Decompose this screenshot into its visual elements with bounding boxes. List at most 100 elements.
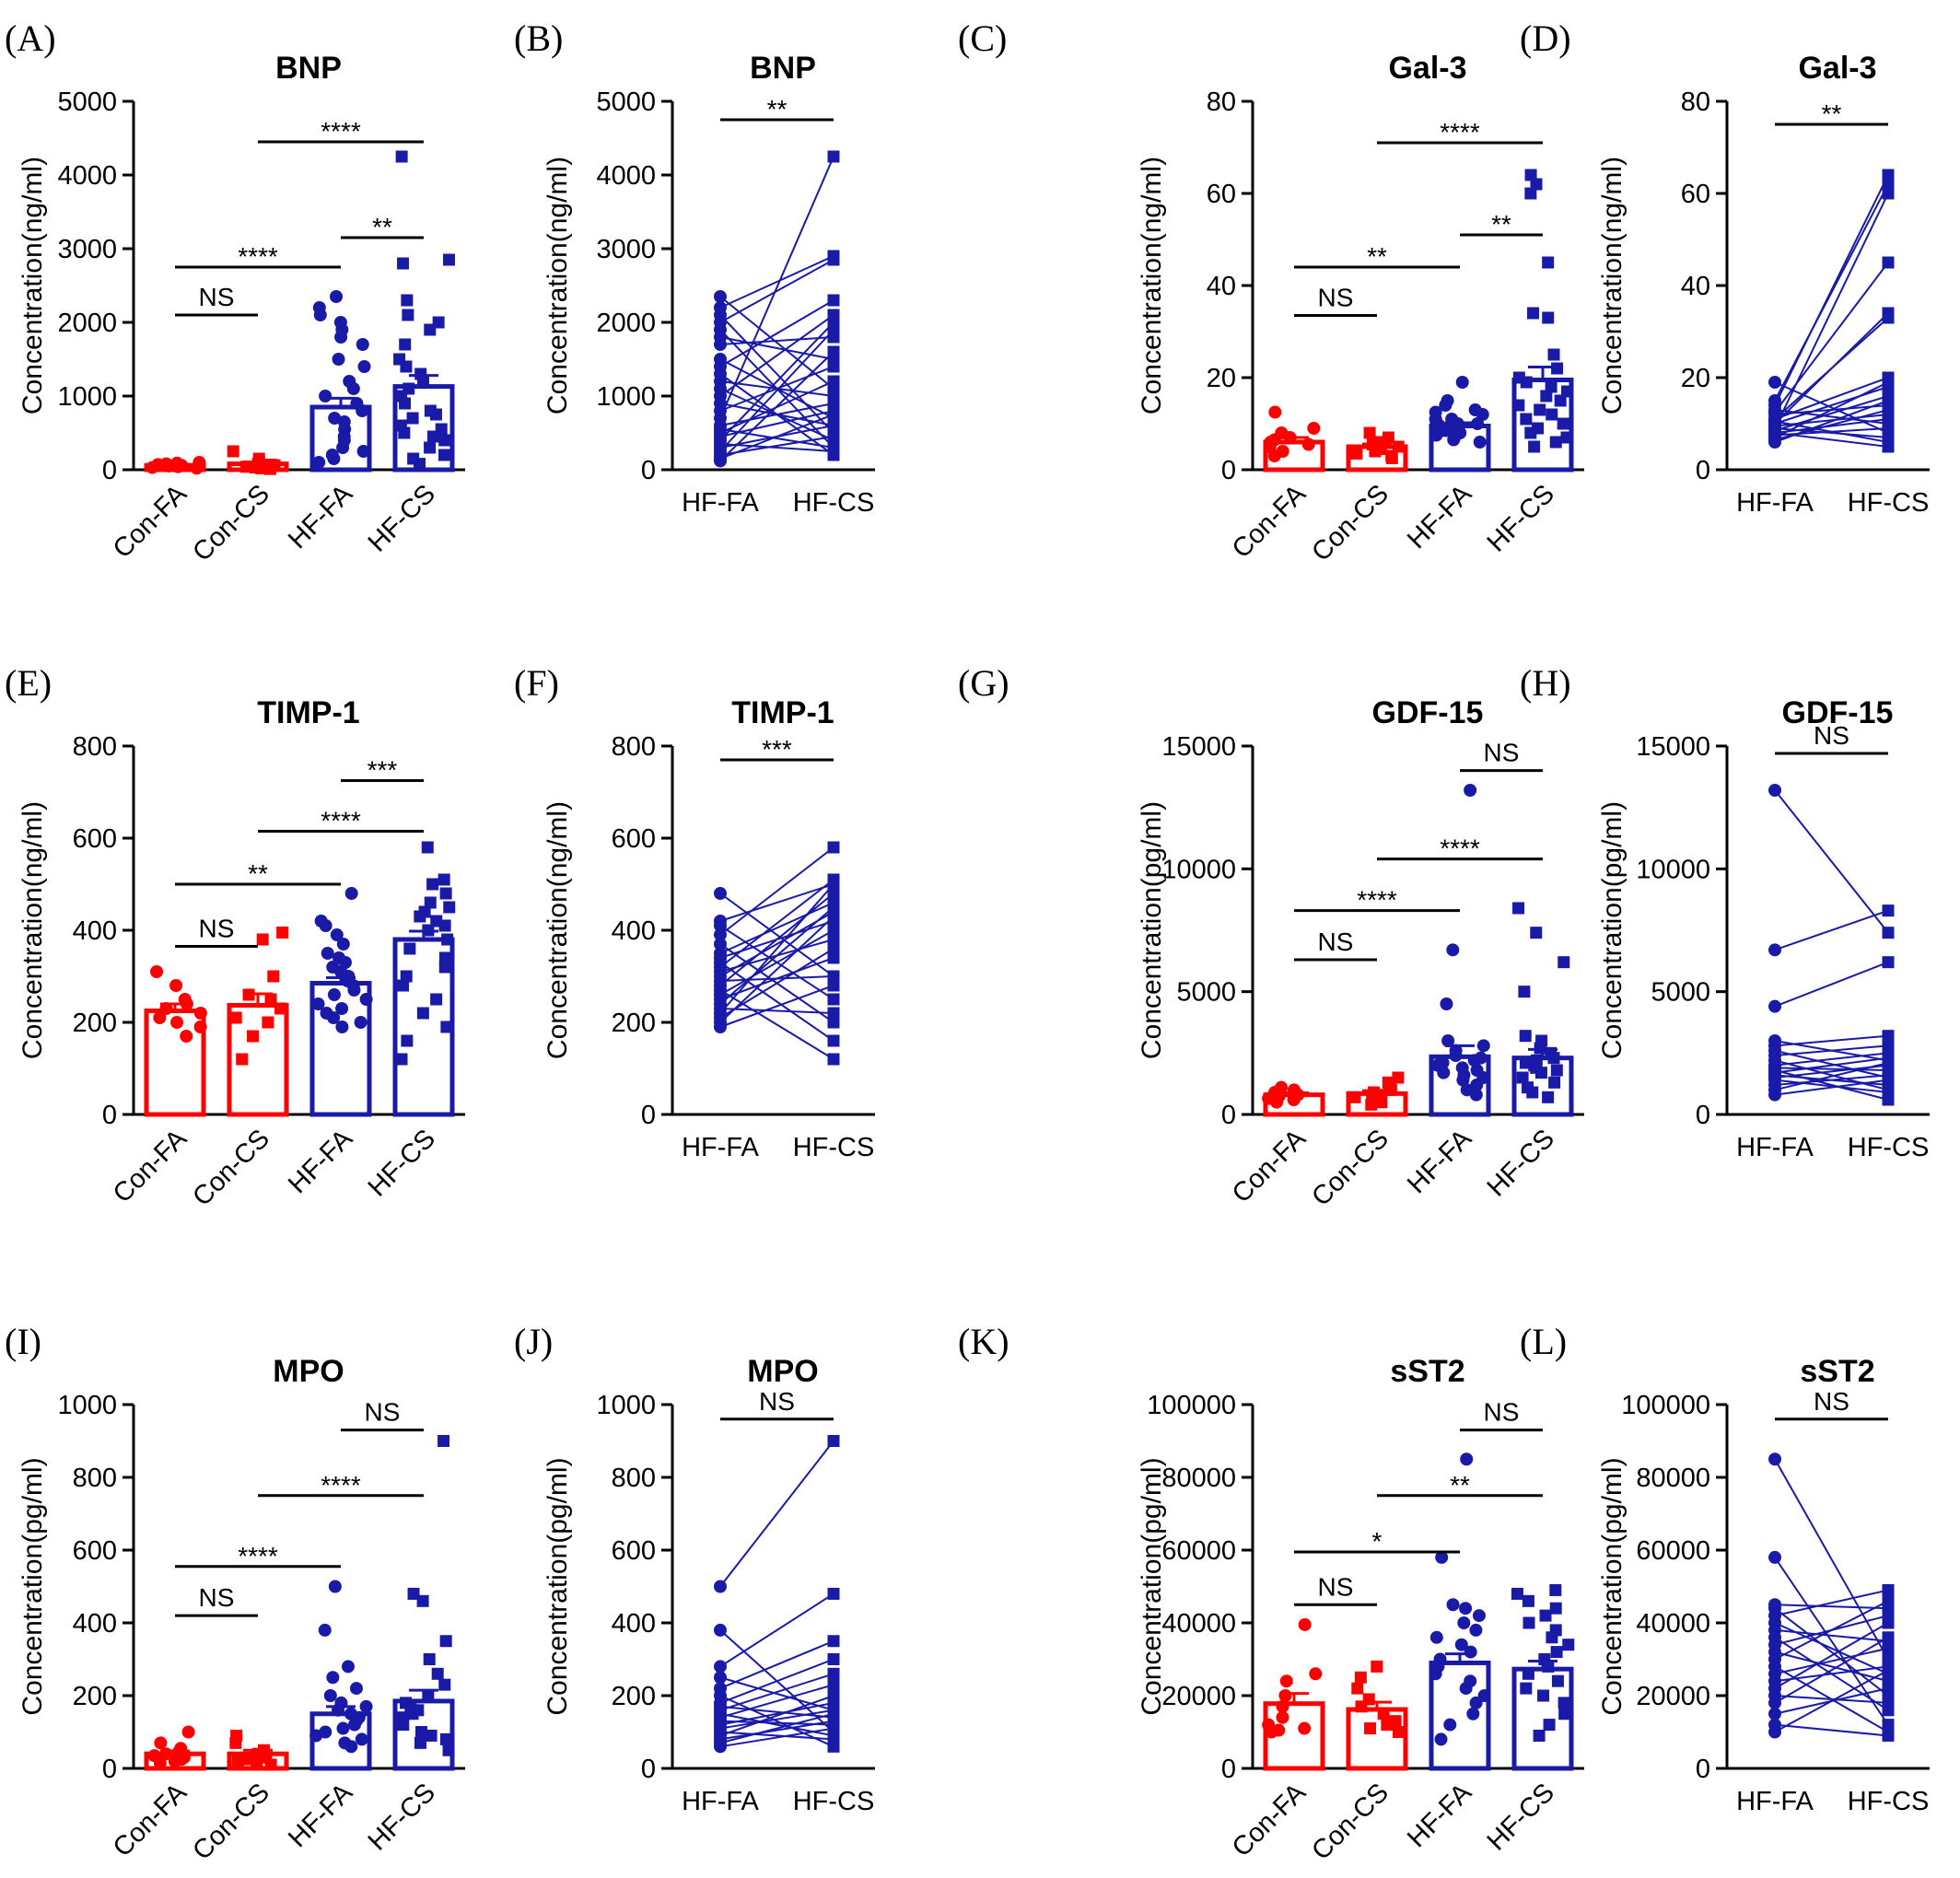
y-axis-label: Concentration(ng/ml) [1597, 157, 1628, 414]
data-point [1534, 403, 1546, 416]
significance-label: NS [1484, 739, 1520, 767]
y-axis-label: Concentration(pg/ml) [18, 1457, 48, 1715]
x-tick-label: HF-FA [682, 1133, 759, 1162]
y-tick-label: 60000 [1161, 1536, 1236, 1566]
data-point [827, 419, 840, 432]
data-point [1882, 1631, 1895, 1644]
paired-line [719, 916, 834, 1023]
data-point [1446, 1598, 1460, 1612]
paired-line [1774, 961, 1889, 1008]
paired-line [719, 255, 834, 309]
significance-label: ** [767, 95, 788, 123]
paired-line [719, 985, 834, 1028]
data-point [714, 338, 727, 351]
paired-line [1774, 1636, 1889, 1704]
data-point [1382, 431, 1394, 444]
paired-line [719, 879, 834, 968]
y-tick-label: 400 [612, 1609, 656, 1639]
data-point [827, 294, 840, 307]
data-point [236, 1053, 249, 1066]
paired-line [1774, 312, 1889, 425]
panel-letter: (E) [5, 662, 52, 704]
data-point [1512, 399, 1525, 412]
paired-line [1774, 1600, 1889, 1661]
y-tick-label: 20 [1681, 364, 1710, 393]
y-tick-label: 0 [102, 456, 117, 485]
data-point [1350, 448, 1363, 460]
data-point [714, 919, 727, 932]
data-point [1443, 1718, 1457, 1732]
data-point [827, 360, 840, 373]
paired-line [1774, 1723, 1889, 1737]
y-tick-label: 3000 [596, 235, 656, 264]
paired-line [1774, 1647, 1889, 1675]
y-tick-label: 200 [73, 1682, 117, 1711]
data-point [827, 375, 840, 388]
data-point [1460, 1083, 1474, 1097]
data-point [150, 965, 164, 978]
y-tick-label: 80 [1681, 87, 1710, 117]
data-point [1459, 1602, 1473, 1616]
y-axis-label: Concentration(pg/ml) [1137, 1457, 1167, 1715]
significance-label: NS [199, 1583, 235, 1612]
data-point [336, 1721, 350, 1735]
x-tick-label: Con-FA [1227, 479, 1312, 565]
data-point [1882, 1074, 1895, 1087]
paired-line [719, 1712, 834, 1744]
x-tick-label: HF-FA [1736, 1133, 1814, 1162]
y-tick-label: 20 [1207, 364, 1236, 393]
data-point [1524, 187, 1537, 200]
data-point [1768, 999, 1781, 1013]
paired-line [719, 1695, 834, 1737]
data-point [1520, 413, 1533, 426]
panel-l: (L) 0 20000 40000 60000 80000 100000 sST2 Concen… [1520, 1321, 1930, 1816]
data-point [1455, 376, 1469, 389]
data-point [443, 901, 456, 914]
data-point [827, 1635, 840, 1648]
data-point [1275, 1080, 1289, 1094]
chart-title: BNP [750, 51, 816, 86]
data-point [827, 430, 840, 443]
data-point [827, 1435, 840, 1447]
significance-label: ** [1491, 210, 1511, 239]
data-point [314, 915, 328, 927]
y-tick-label: 1000 [57, 382, 117, 412]
data-point [1364, 1722, 1377, 1735]
paired-line [1774, 400, 1889, 443]
paired-line [719, 351, 834, 462]
data-point [827, 942, 840, 955]
significance-label: NS [1484, 1398, 1520, 1427]
significance-label: ** [1367, 242, 1387, 271]
data-point [319, 390, 332, 402]
paired-line [719, 1701, 834, 1726]
data-point [430, 915, 443, 927]
data-point [1543, 1719, 1556, 1732]
x-tick-label: Con-CS [187, 479, 275, 567]
data-point [1768, 1707, 1781, 1721]
paired-line [719, 1440, 834, 1588]
x-tick-label: Con-FA [1227, 1778, 1312, 1863]
data-point [440, 1021, 453, 1033]
paired-line [719, 314, 834, 397]
significance-label: NS [1318, 1572, 1354, 1601]
data-point [438, 1678, 451, 1691]
paired-line [719, 1705, 834, 1719]
data-point [416, 1594, 429, 1607]
data-point [326, 1671, 340, 1685]
data-point [827, 1689, 840, 1702]
data-point [414, 1736, 426, 1749]
data-point [349, 1682, 363, 1696]
data-point [274, 1002, 287, 1015]
paired-line [1774, 381, 1889, 438]
data-point [325, 449, 339, 461]
data-point [424, 441, 437, 454]
data-point [1464, 1674, 1477, 1688]
y-tick-label: 1000 [596, 382, 656, 412]
paired-line [1774, 174, 1889, 406]
paired-line [1774, 1074, 1889, 1086]
data-point [1768, 1452, 1781, 1466]
data-point [1540, 390, 1553, 402]
x-tick-label: HF-CS [1482, 1124, 1560, 1202]
y-tick-label: 100000 [1621, 1391, 1710, 1420]
data-point [1530, 178, 1543, 191]
